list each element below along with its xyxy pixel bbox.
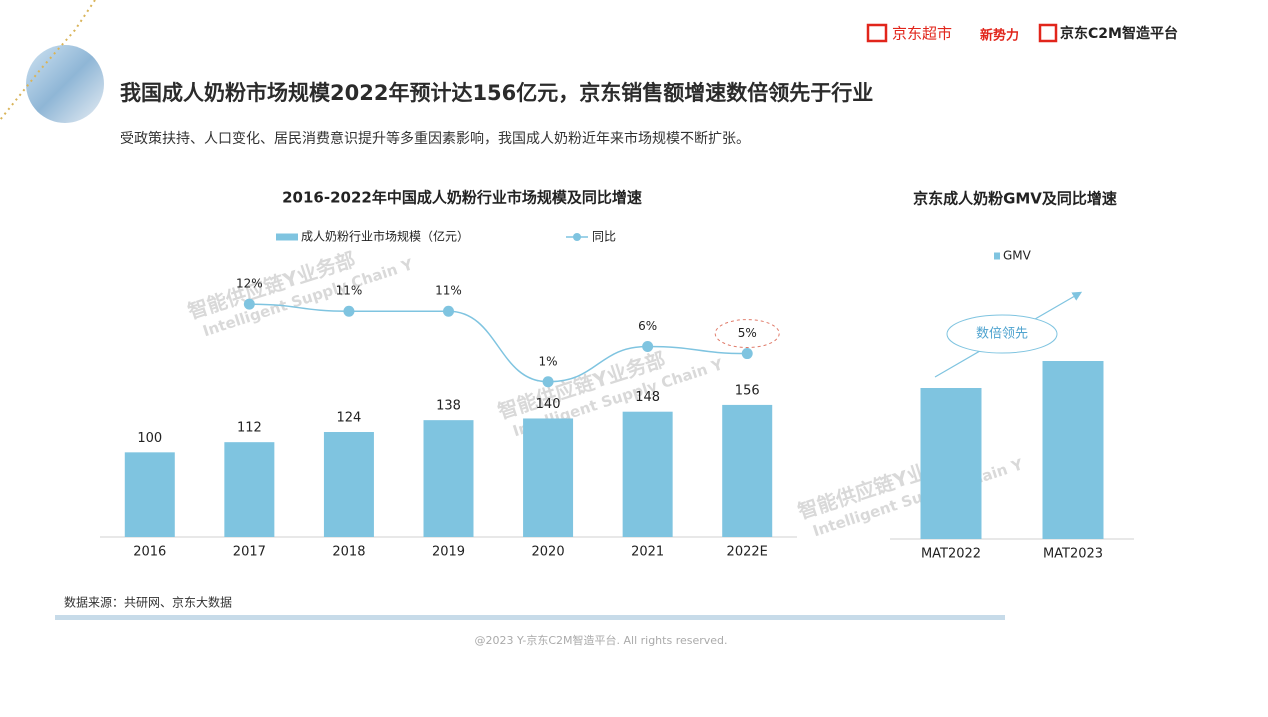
data-label: 140 (536, 397, 561, 412)
logo-text: 新势力 (980, 28, 1019, 44)
data-label: 138 (436, 399, 461, 414)
bar (423, 420, 474, 537)
data-label: 12% (236, 277, 263, 291)
slide-subtitle: 受政策扶持、人口变化、居民消费意识提升等多重因素影响，我国成人奶粉近年来市场规模… (120, 130, 750, 147)
highlight-ring (714, 319, 780, 349)
legend-swatch (573, 233, 581, 241)
data-label: 6% (638, 319, 657, 333)
legend-label: 成人奶粉行业市场规模（亿元） (301, 229, 469, 244)
data-label: 156 (735, 383, 760, 398)
bar (622, 411, 673, 537)
logo-text: 京东C2M智造平台 (1060, 25, 1178, 42)
line-point (443, 305, 454, 317)
chart-title: 2016-2022年中国成人奶粉行业市场规模及同比增速 (282, 189, 642, 207)
chart-title: 京东成人奶粉GMV及同比增速 (913, 190, 1117, 208)
data-label: 5% (738, 326, 757, 340)
x-tick-label: 2016 (133, 545, 166, 560)
bar (523, 418, 574, 537)
annotation-bubble (946, 314, 1058, 354)
logo-icon (866, 23, 888, 43)
line-point (741, 348, 753, 360)
data-label: 1% (539, 354, 558, 368)
x-tick-label: 2022E (727, 545, 768, 560)
legend-label: 同比 (592, 230, 616, 244)
legend-label: GMV (1003, 249, 1032, 263)
x-tick-label: 2018 (332, 545, 365, 560)
logo-text: 京东超市 (892, 25, 952, 43)
x-tick-label: 2017 (233, 545, 266, 560)
x-tick-label: MAT2023 (1043, 547, 1103, 562)
bar (323, 432, 374, 537)
x-tick-label: 2020 (532, 545, 565, 560)
decor-orb (26, 45, 104, 123)
legend-swatch (276, 233, 298, 241)
legend-swatch (994, 252, 1000, 260)
bar (920, 388, 982, 539)
x-tick-label: MAT2022 (921, 547, 981, 562)
bar (722, 404, 773, 537)
bar (224, 442, 275, 537)
data-label: 11% (336, 284, 363, 298)
data-label: 124 (337, 411, 362, 426)
decor-dots (0, 0, 96, 121)
line-point (243, 298, 255, 310)
bar (1042, 361, 1104, 539)
data-label: 148 (635, 390, 660, 405)
line-series (249, 303, 748, 383)
line-point (542, 376, 554, 388)
decor-band (55, 615, 1005, 620)
logo-icon (1038, 23, 1058, 43)
data-label: 112 (237, 421, 262, 436)
data-label: 11% (435, 284, 462, 298)
annotation: 数倍领先 (976, 327, 1028, 342)
slide-title: 我国成人奶粉市场规模2022年预计达156亿元，京东销售额增速数倍领先于行业 (120, 81, 873, 105)
x-tick-label: 2019 (432, 545, 465, 560)
x-tick-label: 2021 (631, 545, 664, 560)
source-note: 数据来源：共研网、京东大数据 (64, 595, 232, 610)
line-point (343, 305, 355, 317)
data-label: 100 (137, 431, 162, 446)
bar (124, 452, 175, 537)
footer: @2023 Y-京东C2M智造平台. All rights reserved. (474, 633, 727, 647)
line-point (642, 341, 654, 352)
